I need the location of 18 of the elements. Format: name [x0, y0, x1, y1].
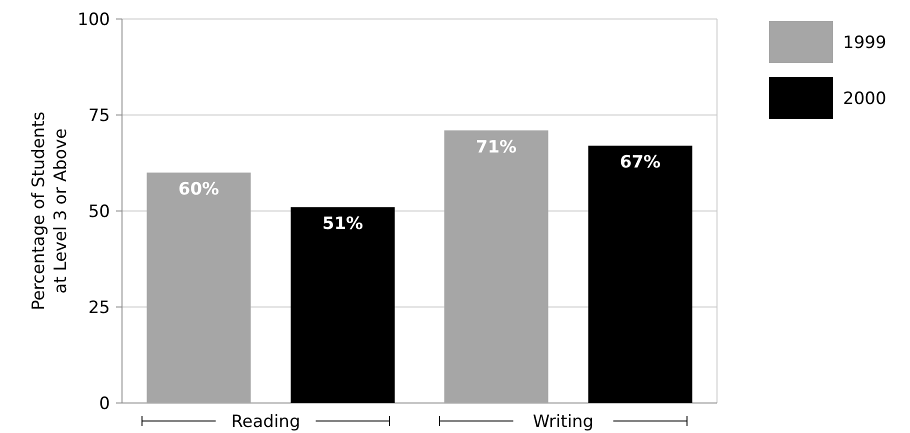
y-tick-label: 75	[88, 106, 110, 126]
y-tick-label: 0	[99, 394, 110, 414]
x-tick-label: Writing	[532, 412, 594, 432]
data-label: 51%	[322, 214, 364, 234]
bar	[290, 207, 395, 403]
bar	[146, 172, 251, 403]
text: 2000	[843, 89, 886, 109]
x-tick-label: Reading	[231, 412, 300, 432]
data-label: 67%	[620, 152, 661, 173]
data-label: 60%	[178, 180, 220, 200]
y-axis-title: Percentage of Students at Level 3 or Above	[29, 112, 71, 310]
y-tick-label: 50	[88, 202, 110, 222]
bar	[588, 146, 692, 403]
text: 1999	[843, 33, 886, 53]
y-tick-label: 100	[78, 10, 110, 30]
bar	[444, 130, 548, 403]
data-label: 71%	[476, 137, 517, 158]
y-tick-label: 25	[88, 298, 110, 318]
